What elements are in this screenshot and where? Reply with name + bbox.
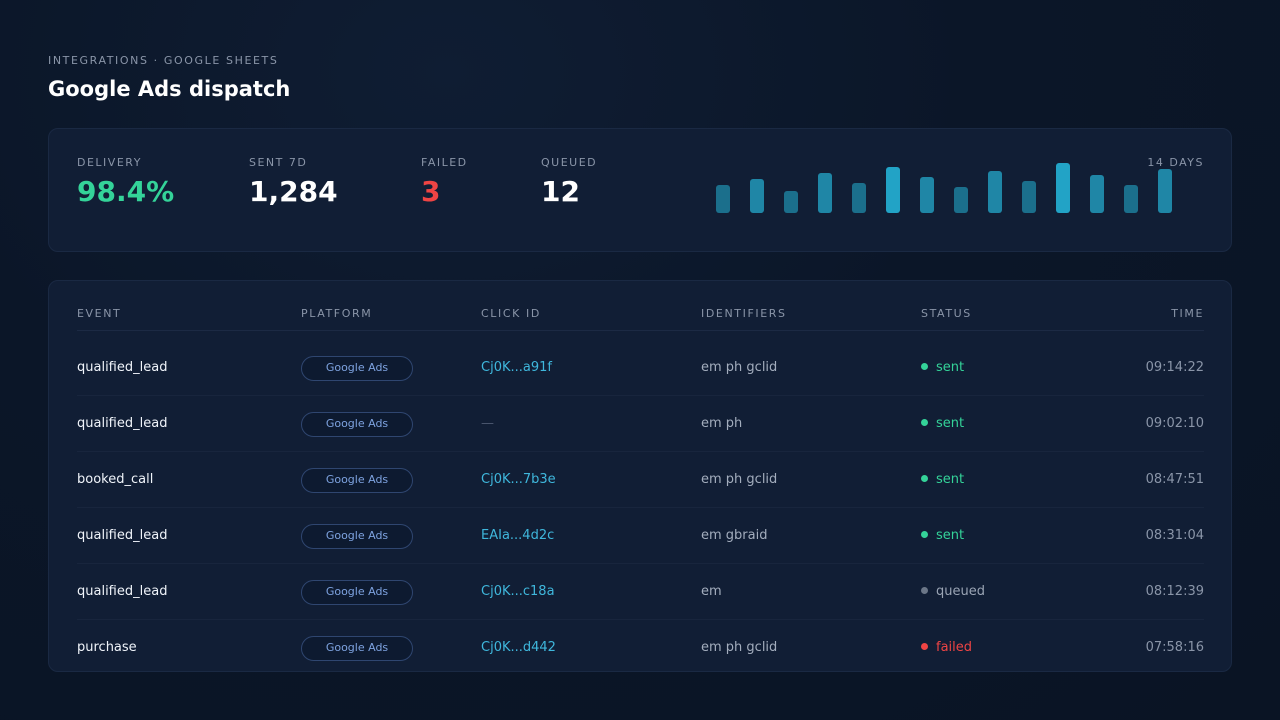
stat-value: 98.4%	[77, 175, 175, 208]
sparkline-bar	[988, 171, 1002, 213]
stat-label: SENT 7D	[249, 156, 308, 169]
platform-badge: Google Ads	[301, 636, 413, 661]
platform-badge: Google Ads	[301, 468, 413, 493]
sparkline-bar	[1022, 181, 1036, 213]
column-header-identifiers[interactable]: IDENTIFIERS	[701, 307, 787, 320]
table-row[interactable]: qualified_lead Google Ads Cj0K...c18a em que…	[77, 564, 1204, 620]
identifiers: em ph gclid	[701, 472, 778, 487]
platform-cell: Google Ads	[301, 468, 413, 493]
platform-badge: Google Ads	[301, 580, 413, 605]
timestamp: 09:14:22	[1145, 360, 1204, 375]
stat-label: QUEUED	[541, 156, 598, 169]
status-badge: failed	[936, 640, 973, 655]
click-id[interactable]: Cj0K...c18a	[481, 584, 555, 599]
column-header-event[interactable]: EVENT	[77, 307, 122, 320]
status-badge: sent	[936, 472, 965, 487]
table-row[interactable]: qualified_lead Google Ads EAIa...4d2c em gb…	[77, 508, 1204, 564]
stat-label: DELIVERY	[77, 156, 142, 169]
event-name: qualified_lead	[77, 360, 168, 375]
event-name: qualified_lead	[77, 416, 168, 431]
identifiers: em ph gclid	[701, 360, 778, 375]
dispatch-table: EVENT PLATFORM CLICK ID IDENTIFIERS STAT…	[48, 280, 1232, 672]
event-name: qualified_lead	[77, 584, 168, 599]
sparkline-chart	[716, 159, 1176, 213]
sparkline-bar	[1056, 163, 1070, 213]
sparkline-range-label: 14 DAYS	[1147, 156, 1204, 169]
table-row[interactable]: qualified_lead Google Ads Cj0K...a91f em ph…	[77, 340, 1204, 396]
status-dot-icon	[921, 587, 928, 594]
click-id: —	[481, 416, 494, 431]
stat-delivery: DELIVERY 98.4%	[77, 156, 174, 209]
identifiers: em	[701, 584, 722, 599]
status-cell: queued	[921, 564, 985, 620]
column-header-time[interactable]: TIME	[1171, 307, 1204, 320]
platform-badge: Google Ads	[301, 524, 413, 549]
platform-cell: Google Ads	[301, 580, 413, 605]
platform-cell: Google Ads	[301, 412, 413, 437]
status-badge: sent	[936, 360, 965, 375]
breadcrumb: INTEGRATIONS · GOOGLE SHEETS	[48, 54, 279, 67]
stat-label: FAILED	[421, 156, 468, 169]
platform-badge: Google Ads	[301, 356, 413, 381]
timestamp: 07:58:16	[1145, 640, 1204, 655]
stat-value: 3	[421, 175, 441, 208]
stat-failed: FAILED 3	[421, 156, 468, 209]
status-dot-icon	[921, 419, 928, 426]
platform-cell: Google Ads	[301, 524, 413, 549]
status-badge: sent	[936, 528, 965, 543]
platform-cell: Google Ads	[301, 356, 413, 381]
click-id[interactable]: Cj0K...7b3e	[481, 472, 556, 487]
sparkline-bar	[920, 177, 934, 213]
status-dot-icon	[921, 643, 928, 650]
table-header: EVENT PLATFORM CLICK ID IDENTIFIERS STAT…	[77, 281, 1204, 331]
column-header-platform[interactable]: PLATFORM	[301, 307, 373, 320]
sparkline-bar	[1090, 175, 1104, 213]
sparkline-bar	[750, 179, 764, 213]
stat-sent-7d: SENT 7D 1,284	[249, 156, 338, 209]
table-row[interactable]: qualified_lead Google Ads — em ph sent 09:02:…	[77, 396, 1204, 452]
status-cell: sent	[921, 452, 964, 508]
event-name: booked_call	[77, 472, 154, 487]
sparkline-bar	[852, 183, 866, 213]
status-cell: sent	[921, 340, 964, 396]
click-id[interactable]: EAIa...4d2c	[481, 528, 555, 543]
column-header-click-id[interactable]: CLICK ID	[481, 307, 541, 320]
stat-queued: QUEUED 12	[541, 156, 597, 209]
sparkline-bar	[954, 187, 968, 213]
sparkline-bar	[818, 173, 832, 213]
timestamp: 09:02:10	[1145, 416, 1204, 431]
status-cell: failed	[921, 620, 972, 676]
event-name: qualified_lead	[77, 528, 168, 543]
status-dot-icon	[921, 531, 928, 538]
identifiers: em ph gclid	[701, 640, 778, 655]
table-row[interactable]: booked_call Google Ads Cj0K...7b3e em ph gc…	[77, 452, 1204, 508]
column-header-status[interactable]: STATUS	[921, 307, 972, 320]
click-id[interactable]: Cj0K...a91f	[481, 360, 552, 375]
table-row[interactable]: purchase Google Ads Cj0K...d442 em ph gclid…	[77, 620, 1204, 676]
stat-value: 1,284	[249, 175, 338, 208]
status-cell: sent	[921, 396, 964, 452]
stat-value: 12	[541, 175, 580, 208]
sparkline-bar	[1124, 185, 1138, 213]
platform-cell: Google Ads	[301, 636, 413, 661]
platform-badge: Google Ads	[301, 412, 413, 437]
sparkline-bar	[1158, 169, 1172, 213]
sparkline-bar	[716, 185, 730, 213]
sparkline-bar	[886, 167, 900, 213]
status-cell: sent	[921, 508, 964, 564]
status-dot-icon	[921, 363, 928, 370]
status-badge: sent	[936, 416, 965, 431]
page-title: Google Ads dispatch	[48, 77, 291, 101]
timestamp: 08:31:04	[1145, 528, 1204, 543]
identifiers: em ph	[701, 416, 743, 431]
timestamp: 08:12:39	[1145, 584, 1204, 599]
status-badge: queued	[936, 584, 985, 599]
event-name: purchase	[77, 640, 137, 655]
click-id[interactable]: Cj0K...d442	[481, 640, 556, 655]
identifiers: em gbraid	[701, 528, 768, 543]
stats-card: DELIVERY 98.4% SENT 7D 1,284 FAILED 3 QU…	[48, 128, 1232, 252]
sparkline-bar	[784, 191, 798, 213]
status-dot-icon	[921, 475, 928, 482]
timestamp: 08:47:51	[1145, 472, 1204, 487]
